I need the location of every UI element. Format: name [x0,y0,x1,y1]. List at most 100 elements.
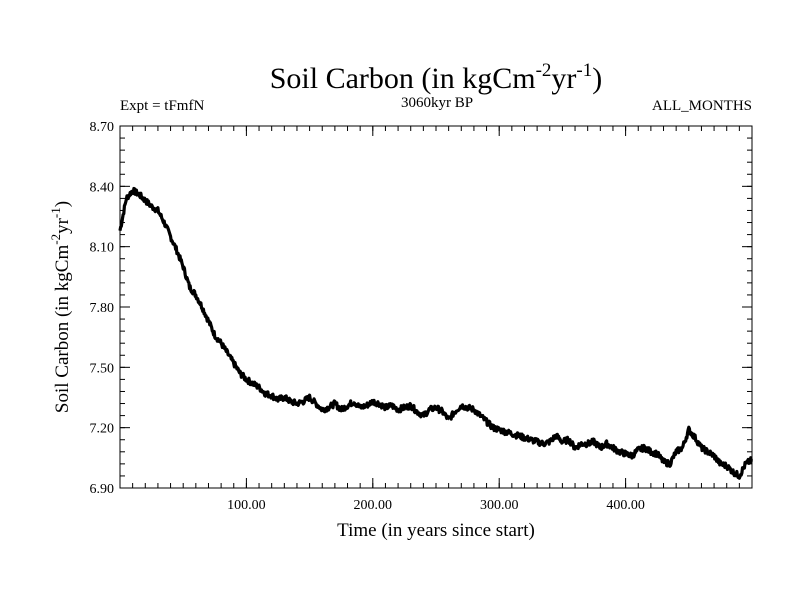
data-point [675,451,677,453]
data-point [353,400,355,403]
data-point [719,463,722,465]
data-point [397,408,399,411]
data-point [296,402,298,405]
data-point [606,443,608,445]
data-point [643,447,646,449]
data-point [207,320,210,322]
data-point [309,396,311,399]
data-point [542,443,545,445]
data-point [144,199,146,202]
data-point [132,189,134,191]
experiment-label: Expt = tFmfN [120,98,204,114]
data-point [599,447,601,449]
period-label: 3060kyr BP [401,95,473,111]
y-tick-label: 7.80 [90,301,115,316]
y-tick-label: 8.70 [90,120,115,135]
data-point [334,402,336,405]
data-point [662,461,665,463]
data-point [485,421,488,423]
data-point [403,406,405,409]
data-point [378,402,380,405]
y-tick-label: 7.50 [90,361,115,376]
data-point [568,439,570,441]
data-point [176,250,178,252]
data-point [410,404,412,407]
data-point [523,437,526,439]
data-point [441,410,443,413]
x-tick-label: 200.00 [354,498,393,513]
data-point [707,451,709,453]
data-point [220,342,222,344]
data-point [239,372,241,374]
data-point [732,471,734,473]
data-point [157,209,159,212]
data-point [625,453,627,455]
data-point [555,435,557,437]
data-point [365,404,368,407]
data-point [429,408,431,411]
data-point [587,443,589,445]
chart-title: Soil Carbon (in kgCm-2yr-1) [270,60,603,95]
data-point [467,406,469,409]
data-point [580,443,582,445]
data-point [549,441,551,443]
data-point [245,378,247,380]
data-point [504,431,507,433]
data-point [631,455,633,457]
data-point [530,439,532,441]
y-axis-label: Soil Carbon (in kgCm-2yr-1) [48,201,73,413]
data-point [359,406,361,409]
data-point [561,441,564,443]
data-point [738,475,740,477]
x-tick-label: 100.00 [227,498,266,513]
data-point [694,437,696,439]
data-point [264,392,266,395]
data-point [492,427,494,429]
data-point [151,205,153,208]
data-point [473,408,475,411]
x-tick-label: 300.00 [480,498,519,513]
data-point [448,419,450,421]
data-point [435,406,437,409]
months-label: ALL_MONTHS [652,98,752,114]
data-point [637,449,639,451]
data-point [391,404,393,407]
series-line-0 [118,186,754,480]
data-point [163,221,165,224]
data-point [214,334,216,336]
y-tick-label: 6.90 [90,482,115,497]
data-point [612,447,614,449]
data-point [302,400,304,403]
plot-frame [119,125,753,489]
data-point [138,193,140,195]
data-point [384,406,387,409]
x-axis-label: Time (in years since start) [337,520,535,541]
data-point [656,453,658,455]
data-point [372,400,374,403]
data-point [700,447,703,449]
data-point [618,451,620,453]
data-point [195,294,197,296]
data-point [517,435,519,437]
data-point [726,465,728,467]
y-tick-label: 7.20 [90,422,115,437]
data-point [498,429,500,431]
x-tick-label: 400.00 [606,498,645,513]
data-point [536,441,538,443]
data-point [340,408,342,411]
data-point [574,447,576,449]
data-point [169,236,172,238]
data-point [252,382,254,385]
data-point [593,441,595,443]
data-point [125,197,127,199]
data-point [182,266,184,268]
data-point [681,447,684,449]
data-point [233,362,235,364]
data-point [479,415,481,417]
data-point [258,386,260,389]
data-point [669,463,671,465]
data-point [283,396,285,399]
y-tick-label: 8.40 [90,180,115,195]
data-point [422,415,424,417]
